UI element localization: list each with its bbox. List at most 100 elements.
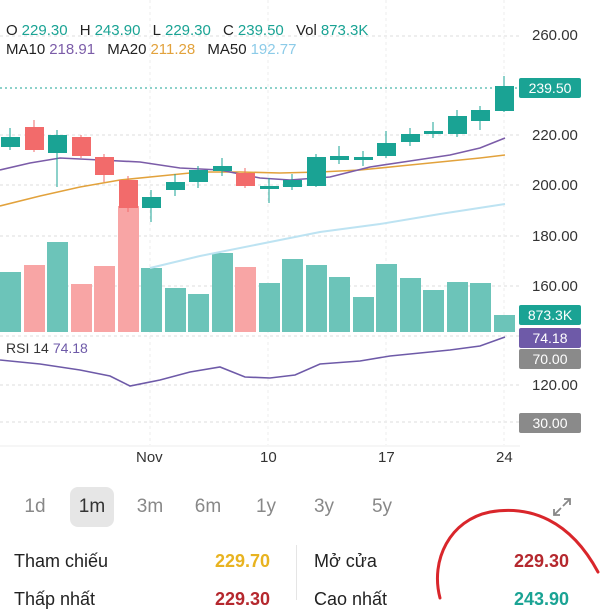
volume-tag: 873.3K [519,305,581,325]
timeframe-3m[interactable]: 3m [136,496,164,517]
ma20-value: 211.28 [150,41,196,58]
expand-icon[interactable] [551,496,573,518]
ma10-label: MA10 [6,41,46,58]
price-axis-label: 220.00 [532,127,578,144]
candle [401,134,420,142]
open-value: 229.30 [21,22,68,39]
volume-bar [47,242,68,332]
x-axis-label: 17 [378,449,395,466]
volume-bars [0,206,515,332]
candle [95,157,114,175]
open-stat-value: 229.30 [514,551,570,571]
timeframe-5y[interactable]: 5y [371,496,393,517]
volume-bar [470,283,491,332]
volume-bar [165,288,186,332]
ma50-value: 192.77 [250,41,297,58]
vol-value: 873.3K [320,22,369,39]
volume-bar [118,206,139,332]
candle [448,116,467,134]
price-axis-label: 180.00 [532,228,578,245]
volume-bar [329,277,350,332]
high-label: H [79,22,91,39]
rsi-title: RSI 14 [6,340,49,356]
x-axis-label: 24 [496,449,513,466]
ma50-label: MA50 [207,41,247,58]
volume-bar [353,297,374,332]
candle [307,157,326,186]
ma20-line [0,154,506,207]
candle [119,180,138,208]
open-stat-label: Mở cửa [314,551,377,571]
vol-label: Vol [295,22,317,39]
rsi-low-tag: 30.00 [519,413,581,433]
volume-bar [306,265,327,332]
timeframe-6m[interactable]: 6m [194,496,222,517]
candle [166,182,185,190]
timeframe-1m[interactable]: 1m [70,487,114,527]
volume-bar [282,259,303,332]
close-value: 239.50 [237,22,284,39]
timeframe-1y[interactable]: 1y [255,496,277,517]
x-axis-label: 10 [260,449,277,466]
ma20-label: MA20 [107,41,147,58]
ma10-value: 218.91 [49,41,96,58]
volume-bar [259,283,280,332]
annotation-scribble [435,508,600,600]
candle [354,157,373,160]
volume-bar [24,265,45,332]
ohlc-header: O 229.30 H 243.90 L 229.30 C 239.50 Vol 873.3… [6,22,376,39]
candle [72,137,91,156]
candle [424,131,443,134]
candle [236,173,255,186]
price-axis-label: 120.00 [532,377,578,394]
high-value: 243.90 [94,22,141,39]
rsi-value: 74.18 [52,340,88,356]
candle [213,166,232,171]
rsi-tag: 74.18 [519,328,581,348]
candle [1,137,20,147]
volume-bar [376,264,397,332]
timeframe-3y[interactable]: 3y [313,496,335,517]
rsi-high-tag: 70.00 [519,349,581,369]
candle [330,156,349,160]
price-axis-label: 200.00 [532,177,578,194]
close-label: C [223,22,234,39]
candle [471,110,490,121]
stats-divider [296,545,297,600]
volume-bar [71,284,92,332]
ma10-line [0,137,506,181]
volume-bar [494,315,515,332]
ma50-line [149,203,506,269]
candle [25,127,44,150]
candle [142,197,161,208]
volume-bar [188,294,209,332]
open-label: O [6,22,18,39]
candle [260,186,279,189]
price-chart[interactable] [0,0,600,480]
candle [495,86,514,111]
volume-bar [94,266,115,332]
candles [1,76,514,222]
candle [283,180,302,187]
timeframe-1d[interactable]: 1d [24,496,46,517]
rsi-line [0,336,506,387]
ref-label: Tham chiếu [14,551,109,571]
volume-bar [212,253,233,332]
timeframe-bar: 1d 1m 3m 6m 1y 3y 5y [0,487,600,529]
volume-bar [447,282,468,332]
volume-bar [141,268,162,332]
rsi-label: RSI 14 74.18 [6,340,88,356]
volume-bar [235,267,256,332]
price-axis-label: 160.00 [532,278,578,295]
ma-header: MA10 218.91 MA20 211.28 MA50 192.77 [6,41,296,58]
volume-bar [0,272,21,332]
candle [377,143,396,156]
volume-bar [400,278,421,332]
price-axis-label: 260.00 [532,27,578,44]
candle [189,170,208,182]
candle [48,135,67,153]
ref-value: 229.70 [215,551,271,571]
low-value: 229.30 [164,22,211,39]
last-price-tag: 239.50 [519,78,581,98]
low-label: L [152,22,161,39]
